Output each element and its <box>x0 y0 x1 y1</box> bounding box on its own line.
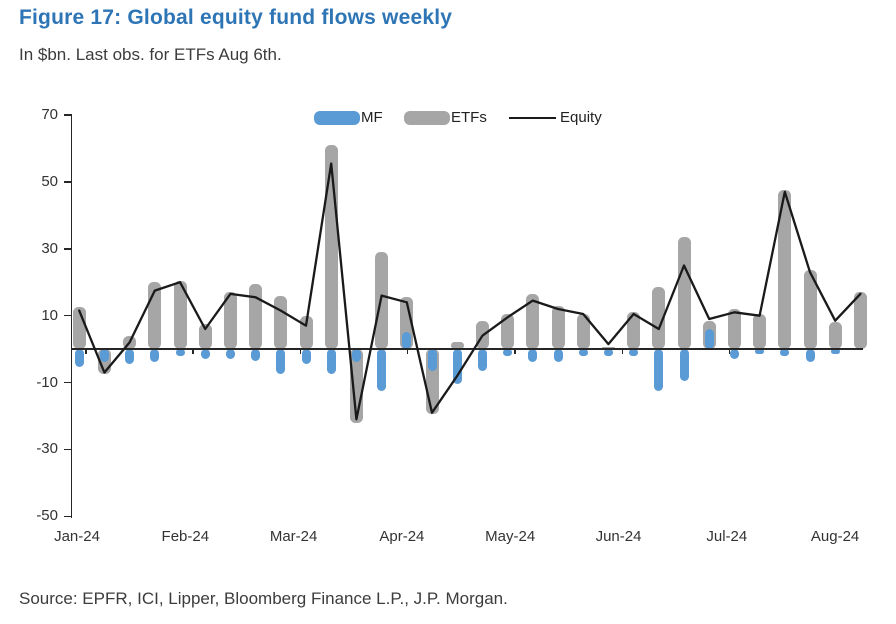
etf-bar <box>375 252 389 350</box>
y-tick-label: 30 <box>41 239 58 257</box>
etf-bar <box>677 237 691 350</box>
etf-legend-label: ETFs <box>451 109 487 126</box>
y-tick-label: 50 <box>41 172 58 190</box>
etf-bar <box>299 315 313 350</box>
mf-bar <box>301 349 311 365</box>
mf-bar <box>503 349 513 356</box>
mf-bar <box>200 349 210 360</box>
etf-bar <box>551 305 565 350</box>
mf-bar <box>326 349 336 375</box>
figure-subtitle: In $bn. Last obs. for ETFs Aug 6th. <box>19 45 282 64</box>
x-tick-label: Feb-24 <box>161 528 210 545</box>
mf-bar <box>99 349 109 363</box>
etf-bar <box>123 335 137 350</box>
equity-line <box>78 162 862 421</box>
etf-bar <box>249 283 263 350</box>
etf-bar <box>803 270 817 350</box>
x-tick-label: Jul-24 <box>706 528 748 545</box>
mf-bar <box>175 349 185 356</box>
mf-bar <box>654 349 664 391</box>
etf-bar <box>627 312 641 350</box>
mf-bar <box>74 349 84 368</box>
zero-axis-line <box>70 348 863 350</box>
y-tick-label: -10 <box>36 373 58 391</box>
mf-bar <box>276 349 286 375</box>
etf-bar <box>148 282 162 350</box>
mf-bar <box>351 349 361 363</box>
x-tick-label: Aug-24 <box>810 528 860 545</box>
etf-bar <box>501 313 515 350</box>
mf-bar <box>629 349 639 356</box>
y-axis-tick <box>63 314 71 317</box>
x-tick-label: Jan-24 <box>54 528 100 545</box>
etf-legend-swatch <box>404 111 450 125</box>
y-axis-tick <box>63 381 71 384</box>
mf-bar <box>578 349 588 356</box>
y-axis-line <box>70 114 73 518</box>
equity-legend-label: Equity <box>560 109 602 126</box>
mf-bar <box>402 332 412 350</box>
etf-bar <box>526 293 540 350</box>
mf-bar <box>679 349 689 381</box>
etf-bar <box>853 292 867 350</box>
x-tick-label: Jun-24 <box>595 528 642 545</box>
mf-bar <box>427 349 437 371</box>
etf-bar <box>652 287 666 350</box>
mf-bar <box>251 349 261 361</box>
etf-bar <box>324 145 338 350</box>
etf-bar <box>475 320 489 350</box>
mf-bar <box>553 349 563 363</box>
mf-bar <box>704 329 714 350</box>
mf-bar <box>805 349 815 363</box>
mf-bar <box>603 349 613 356</box>
figure-title: Figure 17: Global equity fund flows week… <box>19 6 453 29</box>
etf-bar <box>753 313 767 350</box>
etf-bar <box>173 280 187 350</box>
y-axis-tick <box>63 448 71 451</box>
y-tick-label: 70 <box>41 105 58 123</box>
y-axis-tick <box>63 114 71 116</box>
mf-bar <box>452 349 462 385</box>
etf-bar <box>198 324 212 350</box>
mf-bar <box>780 349 790 356</box>
etf-bar <box>274 295 288 350</box>
y-tick-label: -30 <box>36 440 58 458</box>
mf-bar <box>729 349 739 360</box>
mf-bar <box>225 349 235 360</box>
mf-bar <box>150 349 160 363</box>
etf-bar <box>778 190 792 350</box>
y-axis-tick <box>63 181 71 183</box>
mf-bar <box>125 349 135 365</box>
mf-bar <box>528 349 538 363</box>
y-tick-label: -50 <box>36 507 58 525</box>
mf-legend-swatch <box>314 111 360 125</box>
y-axis-tick <box>63 515 71 518</box>
etf-bar <box>576 313 590 350</box>
mf-legend-label: MF <box>361 109 383 126</box>
y-tick-label: 10 <box>41 306 58 324</box>
x-tick-label: Apr-24 <box>379 528 425 545</box>
etf-bar <box>72 307 86 350</box>
etf-bar <box>223 292 237 350</box>
mf-bar <box>377 349 387 391</box>
x-tick-label: Mar-24 <box>269 528 318 545</box>
source-note: Source: EPFR, ICI, Lipper, Bloomberg Fin… <box>19 589 508 608</box>
mf-bar <box>477 349 487 371</box>
equity-legend-line-sample <box>509 117 556 120</box>
x-tick-label: May-24 <box>485 528 536 545</box>
etf-bar <box>828 322 842 350</box>
y-axis-tick <box>63 247 71 250</box>
etf-bar <box>727 308 741 350</box>
